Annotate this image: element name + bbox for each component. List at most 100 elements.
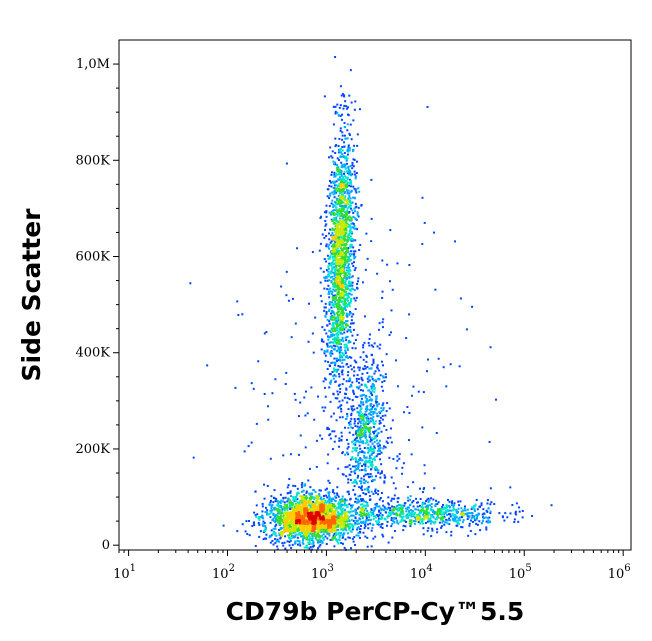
data-point xyxy=(350,231,353,234)
data-point xyxy=(362,401,365,404)
data-point xyxy=(335,206,338,209)
data-point xyxy=(336,522,339,525)
data-point xyxy=(335,144,338,147)
data-point xyxy=(450,509,453,512)
data-point xyxy=(340,247,343,250)
data-point xyxy=(327,360,330,363)
data-point xyxy=(443,507,446,510)
data-point xyxy=(353,370,356,373)
data-point xyxy=(363,454,366,457)
data-point xyxy=(289,508,292,511)
data-point xyxy=(338,365,341,368)
data-point xyxy=(192,456,195,459)
data-point xyxy=(426,358,429,361)
data-point xyxy=(340,254,343,257)
data-point xyxy=(340,510,343,513)
data-point xyxy=(347,536,350,539)
data-point xyxy=(338,202,341,205)
data-point xyxy=(319,497,322,500)
data-point xyxy=(342,214,345,217)
data-point xyxy=(333,273,336,276)
data-point xyxy=(479,505,482,508)
data-point xyxy=(350,368,353,371)
data-point xyxy=(331,191,334,194)
data-point xyxy=(328,498,331,501)
data-point xyxy=(339,273,342,276)
data-point xyxy=(334,253,337,256)
data-point xyxy=(374,379,377,382)
data-point xyxy=(422,512,425,515)
data-point xyxy=(335,243,338,246)
data-point xyxy=(248,520,251,523)
data-point xyxy=(274,538,277,541)
data-point xyxy=(335,534,338,537)
data-point xyxy=(347,303,350,306)
data-point xyxy=(302,528,305,531)
data-point xyxy=(339,321,342,324)
data-point xyxy=(368,516,371,519)
data-point xyxy=(359,389,362,392)
data-point xyxy=(349,473,352,476)
data-point xyxy=(339,274,342,277)
data-point xyxy=(363,500,366,503)
data-point xyxy=(345,380,348,383)
data-point xyxy=(280,534,283,537)
data-point xyxy=(349,205,352,208)
data-point xyxy=(294,398,297,401)
data-point xyxy=(436,510,439,513)
data-point xyxy=(364,473,367,476)
data-point xyxy=(296,530,299,533)
data-point xyxy=(337,255,340,258)
data-point xyxy=(390,499,393,502)
data-point xyxy=(447,522,450,525)
data-point xyxy=(350,237,353,240)
data-point xyxy=(460,526,463,529)
data-point xyxy=(340,499,343,502)
data-point xyxy=(331,371,334,374)
data-point xyxy=(433,231,436,234)
data-point xyxy=(348,258,351,261)
data-point xyxy=(473,505,476,508)
data-point xyxy=(347,206,350,209)
data-point xyxy=(350,202,353,205)
data-point xyxy=(262,524,265,527)
data-point xyxy=(353,408,356,411)
data-point xyxy=(457,519,460,522)
data-point xyxy=(274,525,277,528)
data-point xyxy=(452,505,455,508)
data-point xyxy=(344,349,347,352)
data-point xyxy=(329,504,332,507)
data-point xyxy=(335,199,338,202)
data-point xyxy=(369,446,372,449)
data-point xyxy=(349,523,352,526)
data-point xyxy=(333,339,336,342)
data-point xyxy=(406,405,409,408)
data-point xyxy=(348,503,351,506)
data-point xyxy=(340,277,343,280)
data-point xyxy=(393,520,396,523)
data-point xyxy=(416,501,419,504)
data-point xyxy=(329,315,332,318)
data-point xyxy=(330,334,333,337)
data-point xyxy=(333,357,336,360)
data-point xyxy=(345,269,348,272)
data-point xyxy=(342,284,345,287)
data-point xyxy=(355,160,358,163)
data-point xyxy=(334,250,337,253)
data-point xyxy=(334,137,337,140)
data-point xyxy=(303,535,306,538)
data-point xyxy=(284,522,287,525)
data-point xyxy=(374,516,377,519)
data-point xyxy=(331,490,334,493)
data-point xyxy=(466,515,469,518)
data-point xyxy=(343,520,346,523)
data-point xyxy=(342,207,345,210)
data-point xyxy=(354,513,357,516)
data-point xyxy=(425,507,428,510)
data-point xyxy=(450,534,453,537)
data-point xyxy=(342,269,345,272)
data-point xyxy=(345,227,348,230)
data-point xyxy=(327,274,330,277)
data-point xyxy=(255,515,258,518)
data-point xyxy=(341,510,344,513)
